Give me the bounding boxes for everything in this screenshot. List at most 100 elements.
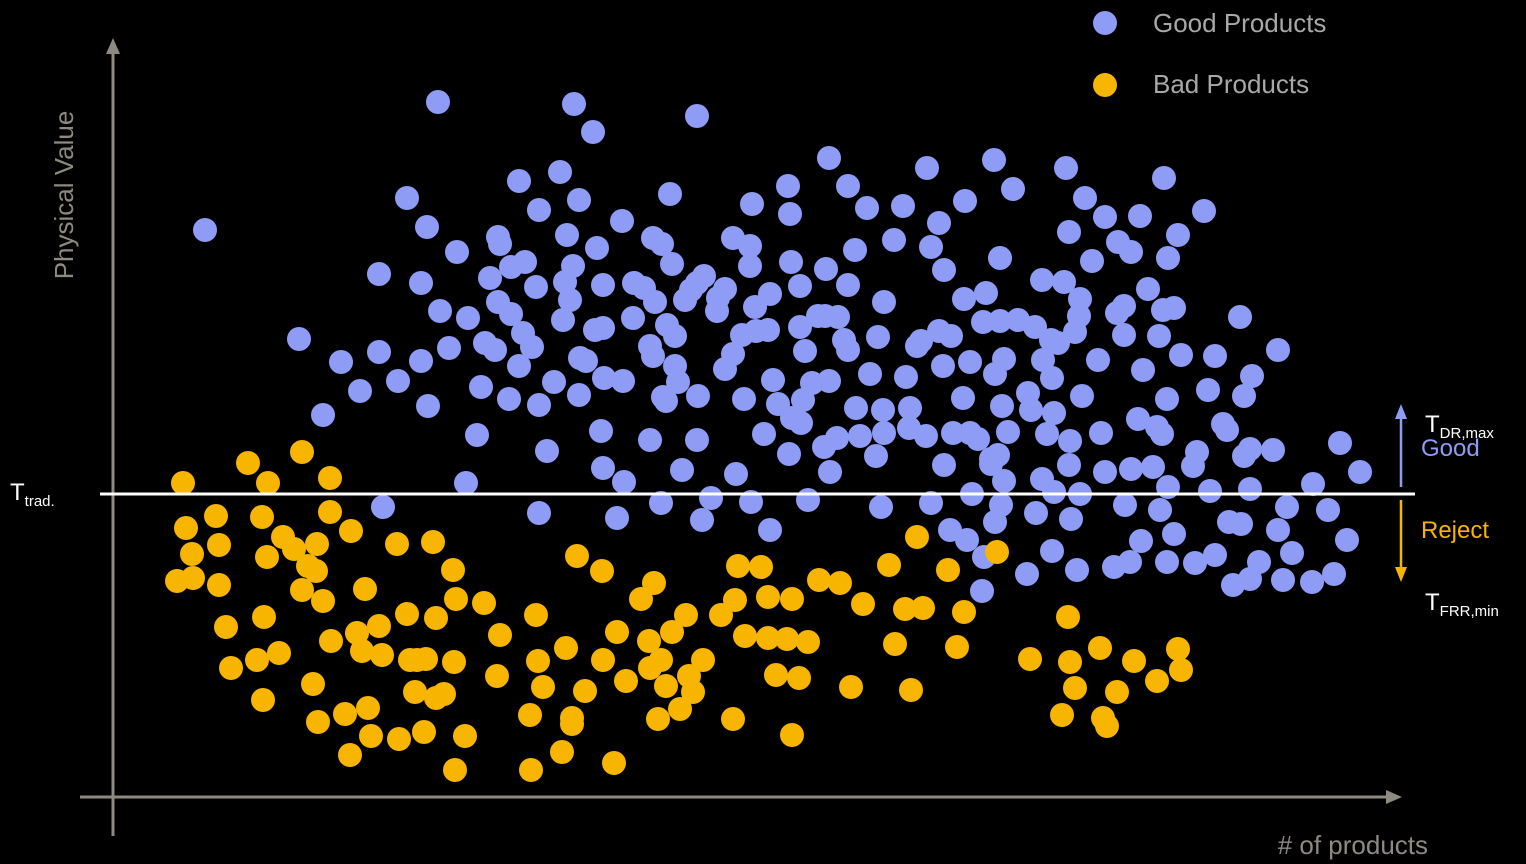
good-product-point (756, 318, 780, 342)
good-product-point (1271, 568, 1295, 592)
legend: Good Products Bad Products (1093, 8, 1326, 99)
good-product-point (650, 232, 674, 256)
bad-product-point (796, 630, 820, 654)
good-product-point (843, 238, 867, 262)
good-product-point (1280, 541, 1304, 565)
good-product-point (686, 384, 710, 408)
good-product-point (738, 234, 762, 258)
bad-product-point (691, 648, 715, 672)
good-product-point (931, 354, 955, 378)
good-product-point (914, 424, 938, 448)
good-product-point (527, 198, 551, 222)
good-product-point (866, 325, 890, 349)
bad-product-point (252, 605, 276, 629)
good-product-point (1073, 186, 1097, 210)
good-product-point (1015, 562, 1039, 586)
bad-product-point (1145, 669, 1169, 693)
good-product-point (1141, 455, 1165, 479)
bad-product-point (524, 603, 548, 627)
good-product-point (513, 250, 537, 274)
good-product-point (939, 324, 963, 348)
good-product-point (638, 428, 662, 452)
bad-product-point (424, 606, 448, 630)
good-product-point (776, 174, 800, 198)
good-product-point (670, 458, 694, 482)
good-product-point (1059, 507, 1083, 531)
good-product-point (1166, 223, 1190, 247)
bad-product-point (441, 558, 465, 582)
series-good-products (193, 90, 1372, 603)
good-product-point (548, 160, 572, 184)
good-product-point (1131, 358, 1155, 382)
good-product-point (1266, 518, 1290, 542)
bad-product-point (267, 641, 291, 665)
bad-product-point (877, 553, 901, 577)
bad-product-point (1169, 658, 1193, 682)
good-product-point (469, 375, 493, 399)
good-product-point (915, 156, 939, 180)
good-product-point (527, 393, 551, 417)
bad-product-point (181, 566, 205, 590)
good-product-point (1030, 268, 1054, 292)
bad-product-point (1122, 649, 1146, 673)
good-product-point (1183, 551, 1207, 575)
bad-product-point (412, 720, 436, 744)
good-product-point (858, 362, 882, 386)
bad-product-point (319, 629, 343, 653)
good-product-point (567, 383, 591, 407)
bad-product-point (1018, 647, 1042, 671)
good-product-point (542, 370, 566, 394)
bad-product-point (637, 629, 661, 653)
good-product-point (1093, 460, 1117, 484)
bad-product-point (488, 623, 512, 647)
good-product-point (558, 288, 582, 312)
threshold-dr-max-label: TDR,max (1425, 411, 1494, 442)
bad-product-point (1166, 637, 1190, 661)
bad-product-point (828, 571, 852, 595)
good-product-point (1057, 220, 1081, 244)
good-product-point (864, 444, 888, 468)
bad-product-point (414, 647, 438, 671)
good-product-point (1155, 550, 1179, 574)
bad-product-point (905, 525, 929, 549)
good-product-point (778, 202, 802, 226)
bad-product-point (605, 620, 629, 644)
good-product-point (826, 305, 850, 329)
good-product-point (1232, 384, 1256, 408)
good-product-point (788, 274, 812, 298)
bad-product-point (518, 703, 542, 727)
threshold-frr-min-label: TFRR,min (1425, 589, 1499, 620)
good-product-point (621, 306, 645, 330)
bad-product-point (318, 500, 342, 524)
good-product-point (1169, 343, 1193, 367)
good-product-point (1065, 558, 1089, 582)
good-product-point (1052, 270, 1076, 294)
good-product-point (844, 396, 868, 420)
good-product-point (386, 369, 410, 393)
good-product-point (1089, 421, 1113, 445)
bad-product-point (370, 643, 394, 667)
good-product-point (817, 369, 841, 393)
bad-product-point (660, 620, 684, 644)
bad-product-point (756, 626, 780, 650)
bad-product-point (945, 635, 969, 659)
good-product-point (465, 423, 489, 447)
good-product-point (416, 394, 440, 418)
good-product-point (287, 327, 311, 351)
bad-product-point (359, 724, 383, 748)
bad-product-point (245, 648, 269, 672)
good-product-point (990, 394, 1014, 418)
bad-product-point (780, 723, 804, 747)
bad-product-point (367, 614, 391, 638)
good-product-point (567, 188, 591, 212)
good-product-point (1067, 304, 1091, 328)
good-product-point (1128, 204, 1152, 228)
good-product-point (1261, 438, 1285, 462)
bad-product-point (526, 649, 550, 673)
bad-product-point (214, 615, 238, 639)
bad-product-point (764, 663, 788, 687)
good-product-point (426, 90, 450, 114)
bad-product-point (646, 707, 670, 731)
bad-product-point (385, 532, 409, 556)
good-product-point (1057, 453, 1081, 477)
